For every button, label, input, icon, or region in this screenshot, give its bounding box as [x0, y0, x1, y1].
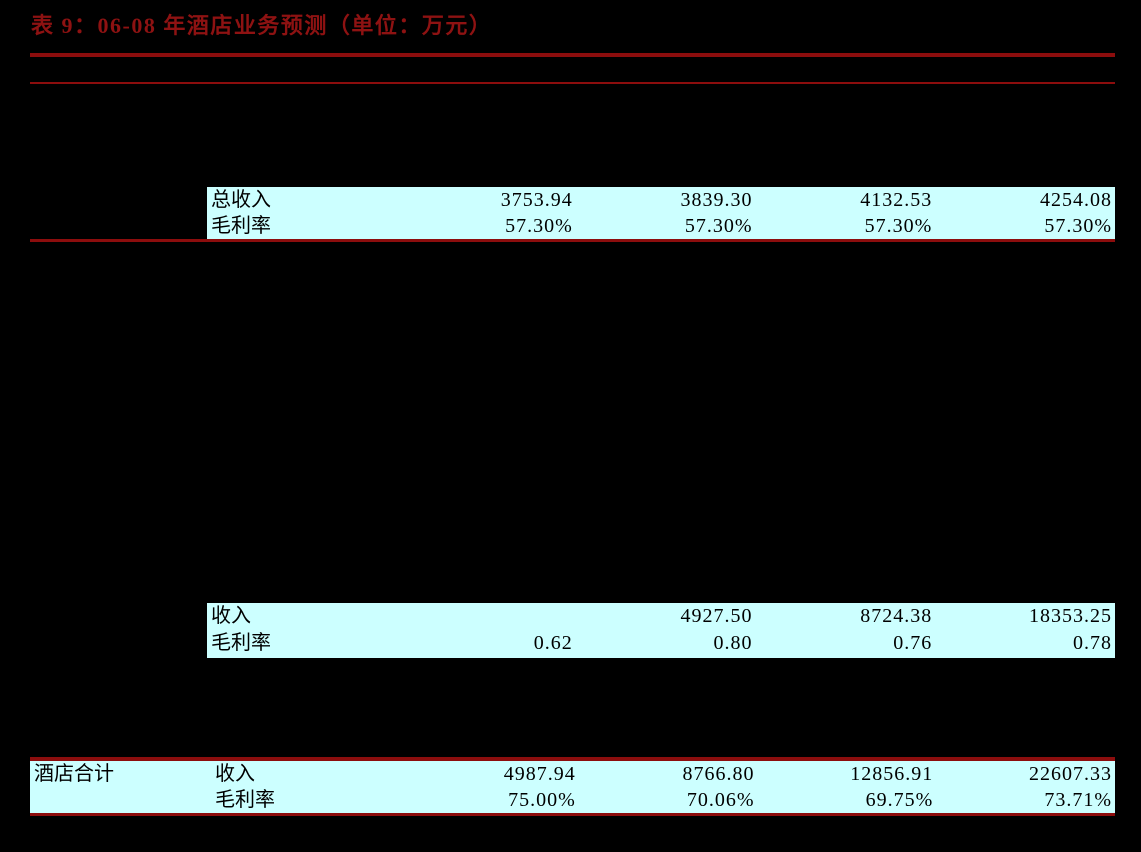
value-cell: 70.06% — [686, 789, 755, 811]
value-cell: 0.80 — [713, 632, 753, 654]
value-cell: 4132.53 — [860, 189, 933, 211]
value-cell: 4987.94 — [503, 763, 576, 785]
row-label: 毛利率 — [215, 789, 275, 811]
table-section-upper: 总收入 3753.94 3839.30 4132.53 4254.08 毛利率 … — [207, 187, 1115, 239]
value-cell: 4254.08 — [1040, 189, 1112, 211]
value-cell: 3839.30 — [680, 189, 753, 211]
table-title: 表 9：06-08 年酒店业务预测（单位：万元） — [31, 13, 493, 38]
value-cell: 4927.50 — [680, 605, 753, 627]
value-cell: 12856.91 — [850, 763, 934, 785]
table-row: 总收入 3753.94 3839.30 4132.53 4254.08 — [207, 187, 1115, 213]
horizontal-rule-thick-top — [30, 53, 1115, 57]
row-label: 毛利率 — [211, 632, 271, 654]
value-cell: 57.30% — [505, 215, 573, 237]
value-cell — [396, 603, 576, 630]
row-label: 收入 — [215, 763, 255, 785]
table-row: 毛利率 0.62 0.80 0.76 0.78 — [207, 630, 1115, 657]
horizontal-rule-thin-header — [30, 82, 1115, 84]
row-label: 毛利率 — [211, 215, 271, 237]
value-cell: 57.30% — [864, 215, 933, 237]
table-section-middle: 收入 4927.50 8724.38 18353.25 毛利率 0.62 0.8… — [207, 603, 1115, 658]
value-cell: 0.76 — [893, 632, 933, 654]
row-label: 总收入 — [211, 189, 271, 211]
horizontal-rule-section-divider — [30, 239, 1115, 242]
group-label: 酒店合计 — [34, 763, 114, 785]
table-section-total: 酒店合计 收入 4987.94 8766.80 12856.91 22607.3… — [30, 761, 1115, 813]
table-row: 毛利率 57.30% 57.30% 57.30% 57.30% — [207, 213, 1115, 239]
table-row: 收入 4987.94 8766.80 12856.91 22607.33 — [211, 761, 1115, 787]
value-cell: 0.62 — [533, 632, 573, 654]
total-rows: 收入 4987.94 8766.80 12856.91 22607.33 毛利率… — [211, 761, 1115, 813]
row-label: 收入 — [211, 605, 251, 627]
value-cell: 73.71% — [1044, 789, 1112, 811]
table-row: 收入 4927.50 8724.38 18353.25 — [207, 603, 1115, 630]
value-cell: 22607.33 — [1029, 763, 1112, 785]
value-cell: 57.30% — [684, 215, 753, 237]
value-cell: 57.30% — [1044, 215, 1112, 237]
value-cell: 8724.38 — [860, 605, 933, 627]
table-row: 毛利率 75.00% 70.06% 69.75% 73.71% — [211, 787, 1115, 813]
value-cell: 18353.25 — [1029, 605, 1112, 627]
value-cell: 75.00% — [508, 789, 576, 811]
horizontal-rule-total-top — [30, 757, 1115, 761]
horizontal-rule-bottom — [30, 813, 1115, 816]
value-cell: 69.75% — [865, 789, 934, 811]
value-cell: 8766.80 — [682, 763, 755, 785]
value-cell: 3753.94 — [500, 189, 573, 211]
value-cell: 0.78 — [1073, 632, 1112, 654]
